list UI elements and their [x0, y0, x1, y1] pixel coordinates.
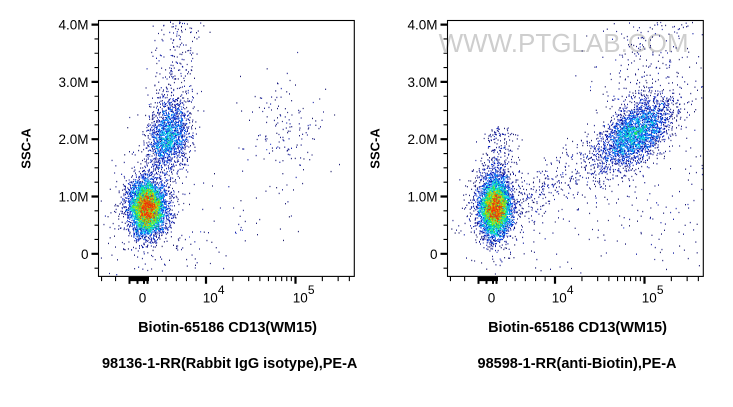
- svg-text:3.0M: 3.0M: [407, 75, 437, 90]
- svg-text:2.0M: 2.0M: [58, 132, 88, 147]
- svg-text:98136-1-RR(Rabbit IgG isotype): 98136-1-RR(Rabbit IgG isotype),PE-A: [102, 356, 358, 372]
- svg-text:2.0M: 2.0M: [407, 132, 437, 147]
- svg-text:3.0M: 3.0M: [58, 75, 88, 90]
- svg-text:SSC-A: SSC-A: [368, 128, 383, 169]
- svg-text:98598-1-RR(anti-Biotin),PE-A: 98598-1-RR(anti-Biotin),PE-A: [478, 356, 678, 372]
- svg-text:Biotin-65186 CD13(WM15): Biotin-65186 CD13(WM15): [488, 320, 667, 336]
- svg-text:Biotin-65186 CD13(WM15): Biotin-65186 CD13(WM15): [138, 320, 317, 336]
- svg-text:0: 0: [139, 291, 147, 306]
- svg-text:0: 0: [81, 247, 89, 262]
- svg-text:1.0M: 1.0M: [407, 190, 437, 205]
- svg-text:1.0M: 1.0M: [58, 190, 88, 205]
- svg-text:SSC-A: SSC-A: [19, 128, 34, 169]
- svg-text:WWW.PTGLAB.COM: WWW.PTGLAB.COM: [439, 28, 689, 58]
- svg-text:4.0M: 4.0M: [407, 18, 437, 33]
- svg-text:0: 0: [488, 291, 496, 306]
- svg-text:0: 0: [430, 247, 438, 262]
- svg-text:4.0M: 4.0M: [58, 18, 88, 33]
